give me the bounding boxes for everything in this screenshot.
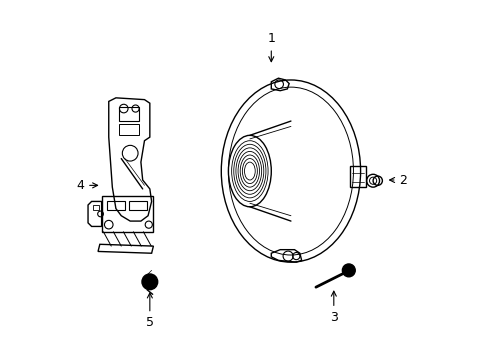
- Ellipse shape: [142, 274, 157, 290]
- Text: 3: 3: [329, 291, 337, 324]
- Bar: [129, 202, 147, 210]
- Text: 2: 2: [389, 174, 407, 186]
- Text: 1: 1: [267, 32, 275, 62]
- Bar: [119, 124, 139, 135]
- Text: 5: 5: [145, 293, 154, 329]
- Ellipse shape: [342, 264, 354, 277]
- Bar: [93, 205, 99, 210]
- Text: 4: 4: [76, 179, 98, 192]
- Bar: [349, 166, 365, 187]
- Bar: [119, 108, 139, 121]
- Bar: [107, 202, 124, 210]
